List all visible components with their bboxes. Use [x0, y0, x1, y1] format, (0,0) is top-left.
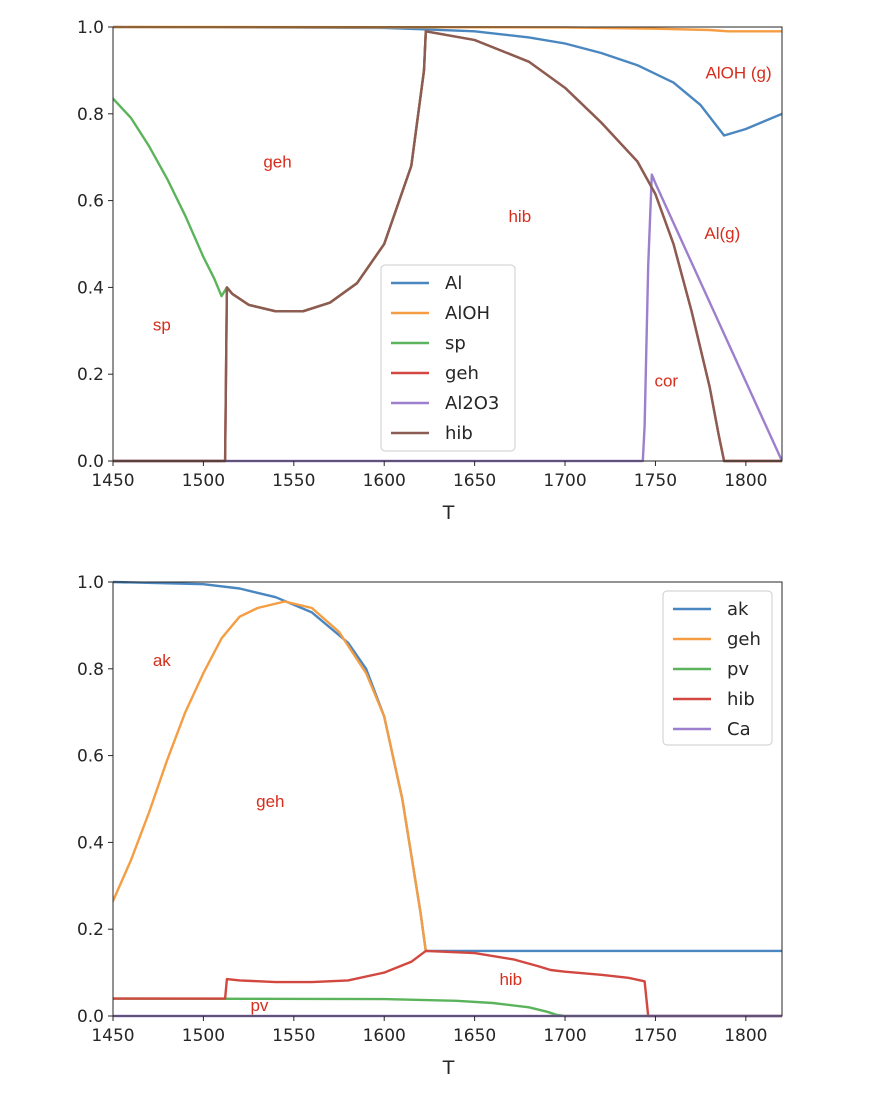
- y-tick-label: 0.6: [77, 192, 104, 212]
- legend-label: hib: [727, 689, 755, 710]
- x-tick-label: 1500: [182, 471, 225, 491]
- series-line-al: [113, 25, 782, 137]
- legend-label: AlOH: [445, 303, 490, 324]
- plot-frame: [112, 581, 783, 1017]
- annotation-label: geh: [263, 153, 291, 172]
- annotation-label: pv: [250, 996, 268, 1015]
- y-tick-label: 1.0: [77, 573, 104, 593]
- legend-box: [380, 264, 516, 452]
- annotation-label: cor: [654, 372, 678, 391]
- x-tick-label: 1750: [634, 1026, 677, 1046]
- x-tick-label: 1500: [182, 1026, 225, 1046]
- annotation-label: geh: [256, 792, 284, 811]
- chart-bottom: 1450 1500 1550 1600 1650 1700 1750 1800 0.0 0.2 0.…: [77, 573, 783, 1079]
- legend-label: hib: [445, 423, 473, 444]
- annotation-label: sp: [153, 315, 171, 334]
- x-tick-label: 1750: [634, 471, 677, 491]
- legend-label: pv: [727, 659, 749, 680]
- annotation-label: hib: [499, 970, 522, 989]
- legend-label: geh: [727, 629, 761, 650]
- annotation-label: Al(g): [704, 224, 740, 243]
- y-tick-label: 0.6: [77, 747, 104, 767]
- y-tick-label: 0.4: [77, 833, 104, 853]
- legend: Al AlOH sp geh Al2O3 hib: [380, 264, 516, 452]
- legend-label: Ca: [727, 719, 751, 740]
- annotation-label: ak: [153, 651, 171, 670]
- x-tick-label: 1450: [91, 1026, 134, 1046]
- y-tick-label: 0.8: [77, 660, 104, 680]
- series-line-hib: [113, 30, 782, 463]
- x-axis-label: T: [442, 502, 455, 524]
- x-tick-label: 1800: [724, 1026, 767, 1046]
- annotation-label: AlOH (g): [706, 64, 772, 83]
- x-tick-label: 1800: [724, 471, 767, 491]
- series-line-geh: [113, 600, 427, 953]
- annotation-label: hib: [508, 207, 531, 226]
- y-tick-label: 1.0: [77, 18, 104, 38]
- x-tick-label: 1600: [363, 471, 406, 491]
- x-tick-label: 1650: [453, 1026, 496, 1046]
- legend: ak geh pv hib Ca: [662, 590, 773, 746]
- legend-label: ak: [727, 599, 749, 620]
- x-axis-label: T: [442, 1057, 455, 1079]
- plot-frame: [112, 26, 783, 462]
- y-tick-label: 0.2: [77, 920, 104, 940]
- legend-box: [662, 590, 773, 746]
- y-tick-label: 0.0: [77, 452, 104, 472]
- legend-label: Al: [445, 273, 462, 294]
- series-line-pv: [113, 997, 782, 1018]
- legend-label: sp: [445, 333, 466, 354]
- y-tick-label: 0.2: [77, 365, 104, 385]
- x-tick-label: 1700: [543, 1026, 586, 1046]
- chart-top: 1450 1500 1550 1600 1650 1700 1750 1800 0.0 0.2 0.…: [77, 18, 783, 524]
- x-tick-label: 1650: [453, 471, 496, 491]
- x-tick-label: 1600: [363, 1026, 406, 1046]
- legend-label: geh: [445, 363, 479, 384]
- y-tick-label: 0.4: [77, 278, 104, 298]
- y-tick-label: 0.8: [77, 105, 104, 125]
- y-tick-label: 0.0: [77, 1007, 104, 1027]
- series-line-hib: [113, 949, 782, 1018]
- x-tick-label: 1450: [91, 471, 134, 491]
- x-tick-label: 1550: [272, 1026, 315, 1046]
- x-tick-label: 1700: [543, 471, 586, 491]
- x-tick-label: 1550: [272, 471, 315, 491]
- legend-label: Al2O3: [445, 393, 499, 414]
